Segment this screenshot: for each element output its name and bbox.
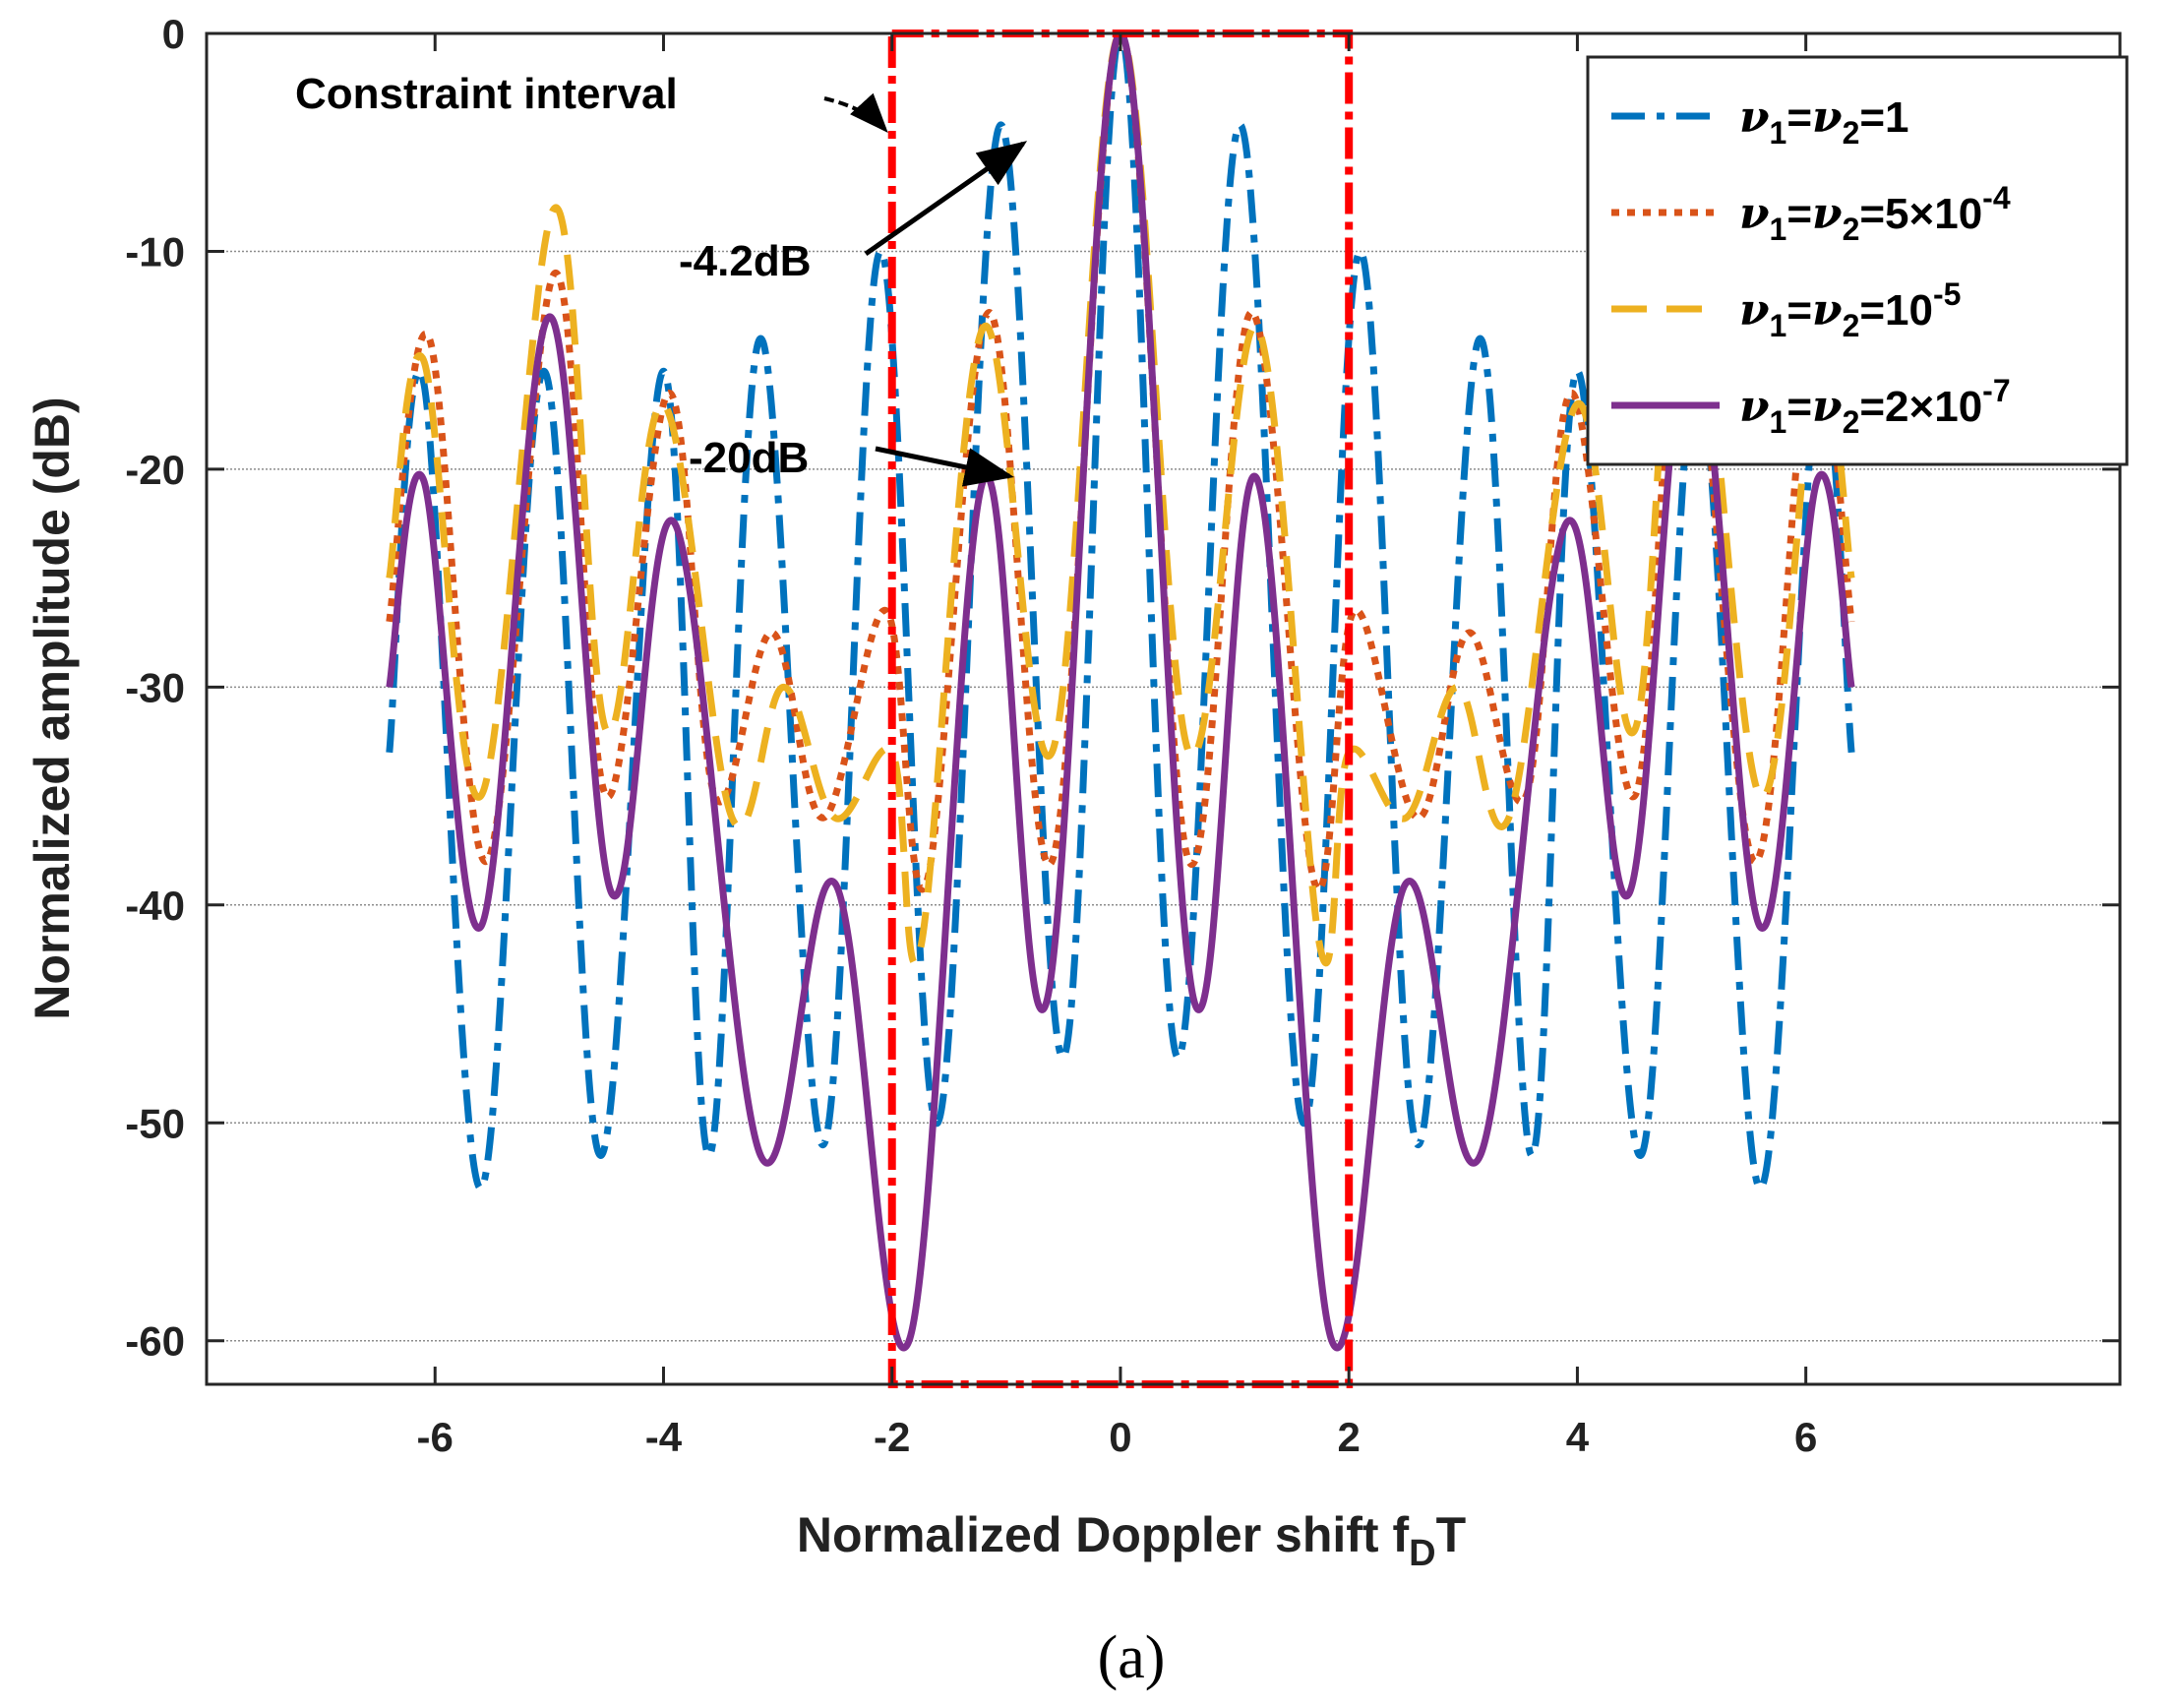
- series-line-2: [386, 33, 1855, 967]
- series-line-3: [386, 33, 1855, 1352]
- x-tick-label-5: 4: [1566, 1414, 1590, 1460]
- y-tick-label-0: 0: [162, 11, 185, 57]
- axis-ticks: -6 -4 -2 0 2 4 60-10-20-30-40-50-60: [125, 11, 2120, 1460]
- annotation-constraint-interval-text: Constraint interval: [295, 70, 678, 118]
- annotation-4-2db: -4.2dB: [679, 141, 1028, 285]
- y-tick-label-2: -20: [125, 447, 185, 493]
- y-tick-label-1: -10: [125, 228, 185, 274]
- x-tick-label-1: -4: [645, 1414, 683, 1460]
- x-tick-label-6: 6: [1794, 1414, 1817, 1460]
- y-axis-label: Normalized amplitude (dB): [25, 396, 80, 1019]
- x-axis-label-sub: D: [1409, 1533, 1435, 1574]
- series-layer: [386, 33, 1855, 1352]
- x-axis-label-tail: T: [1436, 1507, 1467, 1562]
- x-tick-label-2: -2: [874, 1414, 910, 1460]
- y-tick-label-5: -50: [125, 1100, 185, 1146]
- x-tick-label-4: 2: [1338, 1414, 1361, 1460]
- series-line-1: [386, 33, 1855, 893]
- y-tick-label-6: -60: [125, 1318, 185, 1365]
- x-tick-label-0: -6: [417, 1414, 454, 1460]
- x-tick-label-3: 0: [1109, 1414, 1131, 1460]
- legend-label-0: ν1=ν2=1: [1739, 92, 1909, 151]
- legend-label-1: ν1=ν2=5×10-4: [1739, 180, 2011, 247]
- legend-label-2: ν1=ν2=10-5: [1739, 276, 1961, 343]
- annotation-4-2db-text: -4.2dB: [679, 237, 811, 285]
- annotation-20db-arrow: [875, 446, 1014, 487]
- annotation-4-2db-arrow: [864, 141, 1028, 257]
- legend-box: [1586, 55, 2129, 466]
- legend-label-3: ν1=ν2=2×10-7: [1739, 373, 2011, 440]
- annotation-constraint-interval: Constraint interval: [295, 70, 888, 133]
- legend: ν1=ν2=1 ν1=ν2=5×10-4 ν1=ν2=10-5 ν1=ν2=2×10-…: [1586, 55, 2129, 466]
- x-axis-label: Normalized Doppler shift fDT: [797, 1507, 1466, 1574]
- annotation-20db: -20dB: [689, 434, 1014, 487]
- annotation-constraint-interval-arrow: [823, 92, 888, 133]
- y-tick-label-4: -40: [125, 883, 185, 929]
- annotation-20db-text: -20dB: [689, 434, 809, 482]
- axes-frame: [205, 31, 2122, 1386]
- x-axis-label-main: Normalized Doppler shift f: [797, 1507, 1410, 1562]
- series-line-0: [386, 33, 1855, 1192]
- figure-caption: (a): [1098, 1624, 1166, 1691]
- y-tick-label-3: -30: [125, 664, 185, 710]
